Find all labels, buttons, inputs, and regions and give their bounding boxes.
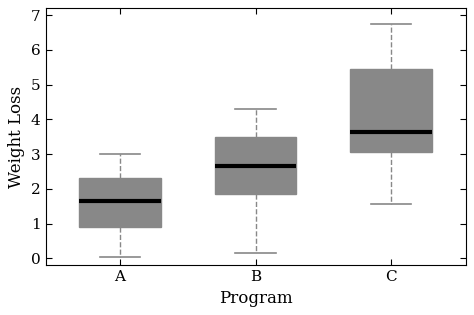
Y-axis label: Weight Loss: Weight Loss	[9, 86, 25, 188]
PathPatch shape	[215, 137, 296, 194]
PathPatch shape	[350, 69, 432, 152]
X-axis label: Program: Program	[219, 290, 292, 307]
PathPatch shape	[79, 179, 161, 227]
